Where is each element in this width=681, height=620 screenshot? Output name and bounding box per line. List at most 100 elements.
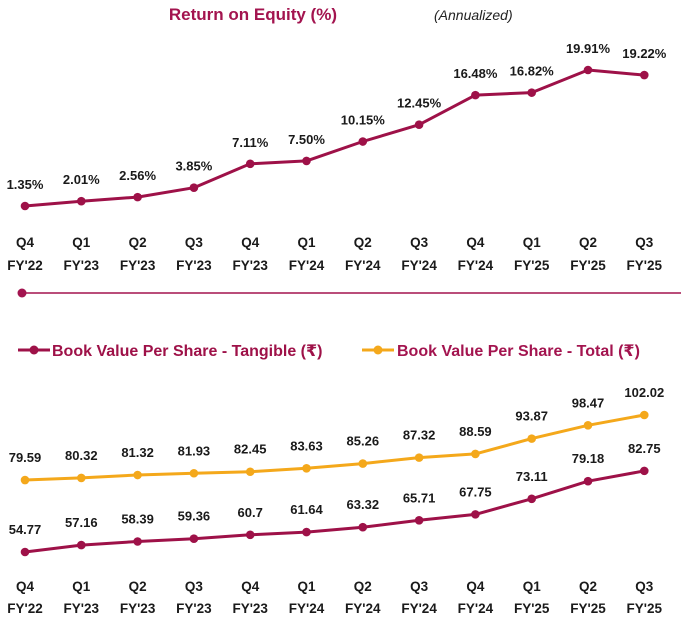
bvps-tick-fy-9: FY'25 xyxy=(514,601,550,616)
bvps-tangible-label-5: 61.64 xyxy=(290,502,323,517)
roe-label-10: 19.91% xyxy=(566,41,611,56)
roe-point-11 xyxy=(640,70,649,80)
bvps-total-point-5 xyxy=(302,464,311,473)
bvps-tick-fy-10: FY'25 xyxy=(570,601,606,616)
bvps-tick-quarter-8: Q4 xyxy=(466,579,485,594)
bvps-total-point-1 xyxy=(77,473,86,483)
bvps-tick-fy-5: FY'24 xyxy=(289,601,325,616)
bvps-legend: Book Value Per Share - Tangible (₹) Book… xyxy=(18,343,640,360)
bvps-tangible-label-8: 67.75 xyxy=(459,484,492,499)
roe-line-series xyxy=(20,65,649,211)
roe-tick-quarter-4: Q4 xyxy=(241,235,260,250)
bvps-tangible-label-1: 57.16 xyxy=(65,515,98,530)
bvps-tangible-point-5 xyxy=(302,527,311,537)
bvps-tick-fy-3: FY'23 xyxy=(176,601,212,616)
roe-point-4 xyxy=(245,159,255,169)
roe-chart-subtitle: (Annualized) xyxy=(434,7,513,23)
bvps-data-labels: 79.59 80.32 81.32 81.93 82.45 83.63 85.26 87.32… xyxy=(9,385,664,537)
roe-point-3 xyxy=(189,183,199,192)
legend-label-tangible: Book Value Per Share - Tangible (₹) xyxy=(52,343,322,360)
bvps-tick-quarter-11: Q3 xyxy=(635,579,654,594)
bvps-tangible-label-2: 58.39 xyxy=(121,512,154,527)
roe-tick-fy-1: FY'23 xyxy=(64,258,100,273)
roe-tick-quarter-9: Q1 xyxy=(523,235,542,250)
bvps-total-label-11: 102.02 xyxy=(624,385,664,400)
bvps-tangible-label-3: 59.36 xyxy=(178,509,211,524)
bvps-total-label-10: 98.47 xyxy=(572,395,605,410)
roe-point-9 xyxy=(527,88,536,97)
bvps-tangible-label-6: 63.32 xyxy=(347,497,380,512)
roe-label-11: 19.22% xyxy=(622,46,667,61)
bvps-tick-quarter-3: Q3 xyxy=(185,579,204,594)
roe-point-2 xyxy=(133,192,142,202)
bvps-total-label-7: 87.32 xyxy=(403,428,436,443)
bvps-tangible-label-9: 73.11 xyxy=(516,469,548,484)
bvps-total-point-8 xyxy=(471,449,480,459)
bvps-tick-fy-1: FY'23 xyxy=(64,601,100,616)
roe-label-8: 16.48% xyxy=(453,66,498,81)
roe-label-6: 10.15% xyxy=(341,113,386,128)
bvps-tangible-point-4 xyxy=(245,530,255,540)
bvps-tick-quarter-10: Q2 xyxy=(579,579,597,594)
bvps-tick-fy-0: FY'22 xyxy=(7,601,42,616)
roe-tick-quarter-10: Q2 xyxy=(579,235,597,250)
legend-marker-total xyxy=(373,345,383,355)
bvps-total-point-3 xyxy=(189,468,199,478)
roe-label-2: 2.56% xyxy=(119,168,156,183)
roe-point-10 xyxy=(583,65,593,75)
bvps-tick-fy-11: FY'25 xyxy=(627,601,663,616)
bvps-total-point-2 xyxy=(133,470,142,480)
bvps-tangible-point-11 xyxy=(640,466,649,476)
roe-tick-quarter-0: Q4 xyxy=(16,235,35,250)
roe-tick-fy-4: FY'23 xyxy=(232,258,268,273)
roe-label-3: 3.85% xyxy=(175,159,212,174)
roe-tick-fy-10: FY'25 xyxy=(570,258,606,273)
bvps-tangible-point-1 xyxy=(77,540,86,550)
roe-tick-fy-9: FY'25 xyxy=(514,258,550,273)
bvps-total-point-9 xyxy=(527,434,536,443)
bvps-total-point-7 xyxy=(414,453,424,462)
roe-tick-quarter-1: Q1 xyxy=(72,235,91,250)
roe-tick-quarter-5: Q1 xyxy=(297,235,316,250)
roe-label-4: 7.11% xyxy=(232,135,269,150)
roe-point-5 xyxy=(302,156,311,166)
roe-label-5: 7.50% xyxy=(288,132,325,147)
bvps-tick-quarter-4: Q4 xyxy=(241,579,260,594)
bvps-tangible-label-10: 79.18 xyxy=(572,451,605,466)
roe-tick-fy-6: FY'24 xyxy=(345,258,381,273)
bvps-tangible-point-0 xyxy=(20,547,30,557)
bvps-tangible-point-9 xyxy=(527,494,536,504)
roe-label-0: 1.35% xyxy=(7,177,44,192)
bvps-tangible-point-2 xyxy=(133,537,142,546)
roe-tick-quarter-2: Q2 xyxy=(129,235,147,250)
bvps-tangible-label-11: 82.75 xyxy=(628,441,661,456)
roe-tick-fy-0: FY'22 xyxy=(7,258,42,273)
bvps-total-point-0 xyxy=(20,475,30,485)
roe-tick-quarter-8: Q4 xyxy=(466,235,485,250)
bvps-tick-quarter-2: Q2 xyxy=(129,579,147,594)
bvps-tick-quarter-5: Q1 xyxy=(297,579,316,594)
bvps-tangible-point-7 xyxy=(414,515,424,525)
legend-label-total: Book Value Per Share - Total (₹) xyxy=(397,343,640,360)
bvps-tick-fy-4: FY'23 xyxy=(232,601,268,616)
bvps-tangible-label-7: 65.71 xyxy=(403,490,436,505)
bvps-line-series xyxy=(20,410,649,557)
roe-data-labels: 1.35% 2.01% 2.56% 3.85% 7.11% 7.50% 10.15% 12.4… xyxy=(7,41,667,192)
roe-tick-fy-3: FY'23 xyxy=(176,258,212,273)
bvps-tangible-point-8 xyxy=(471,510,480,519)
roe-label-9: 16.82% xyxy=(510,64,555,79)
roe-tick-quarter-11: Q3 xyxy=(635,235,654,250)
legend-marker-tangible xyxy=(29,345,39,355)
bvps-tangible-line xyxy=(24,469,645,554)
divider-marker xyxy=(17,288,27,298)
bvps-total-label-8: 88.59 xyxy=(459,424,492,439)
bvps-tick-quarter-0: Q4 xyxy=(16,579,35,594)
bvps-total-point-11 xyxy=(640,410,649,420)
bvps-total-label-6: 85.26 xyxy=(347,434,380,449)
roe-tick-fy-7: FY'24 xyxy=(401,258,437,273)
roe-tick-quarter-6: Q2 xyxy=(354,235,372,250)
bvps-tick-fy-8: FY'24 xyxy=(458,601,494,616)
bvps-total-label-5: 83.63 xyxy=(290,438,323,453)
roe-x-axis-ticks: Q4 FY'22 Q1 FY'23 Q2 FY'23 Q3 FY'23 Q4 FY'23 Q1 FY'… xyxy=(7,235,662,273)
